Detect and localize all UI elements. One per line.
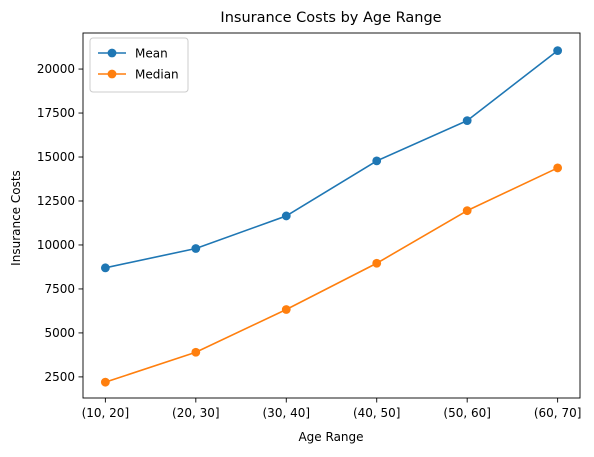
legend-label-median: Median — [135, 68, 179, 82]
series-line-mean — [104, 49, 559, 269]
series-mean — [100, 46, 563, 273]
legend-marker-mean — [107, 48, 117, 58]
x-tick-label: (10, 20] — [82, 406, 130, 420]
data-point-median-5 — [553, 163, 563, 173]
data-point-mean-0 — [100, 263, 110, 273]
legend: Mean Median — [89, 37, 189, 93]
x-tick-label: (40, 50] — [353, 406, 401, 420]
data-point-median-0 — [100, 377, 110, 387]
y-tick-label: 2500 — [44, 370, 75, 384]
legend-label-mean: Mean — [135, 47, 168, 61]
plot-area — [100, 46, 563, 387]
x-tick-label: (60, 70] — [534, 406, 582, 420]
data-point-median-3 — [372, 258, 382, 268]
data-point-mean-5 — [553, 46, 563, 55]
x-tick-label: (20, 30] — [172, 406, 220, 420]
y-tick-label: 17500 — [37, 106, 75, 120]
axes: 2500 5000 7500 10000 12500 15000 17500 20000 (10… — [37, 32, 582, 420]
y-tick-label: 12500 — [37, 194, 75, 208]
y-tick-label: 20000 — [37, 62, 75, 76]
y-tick-label: 10000 — [37, 238, 75, 252]
y-tick-label: 15000 — [37, 150, 75, 164]
data-point-median-2 — [281, 305, 291, 314]
data-point-mean-3 — [372, 156, 382, 166]
data-point-mean-2 — [281, 211, 291, 221]
data-point-median-1 — [191, 347, 201, 357]
y-axis-label: Insurance Costs — [9, 170, 23, 266]
legend-item-median: Median — [98, 68, 179, 82]
y-tick-label: 7500 — [44, 282, 75, 296]
data-point-median-4 — [462, 206, 472, 216]
series-median — [100, 163, 563, 387]
data-point-mean-1 — [191, 244, 201, 253]
y-tick-label: 5000 — [44, 326, 75, 340]
x-tick-label: (50, 60] — [443, 406, 491, 420]
data-point-mean-4 — [462, 116, 472, 125]
chart-title: Insurance Costs by Age Range — [220, 10, 441, 26]
series-line-median — [104, 167, 559, 383]
plot-frame — [82, 32, 581, 399]
legend-item-mean: Mean — [98, 47, 168, 61]
x-tick-label: (30, 40] — [263, 406, 311, 420]
x-axis-label: Age Range — [298, 430, 363, 444]
legend-marker-median — [107, 69, 117, 79]
